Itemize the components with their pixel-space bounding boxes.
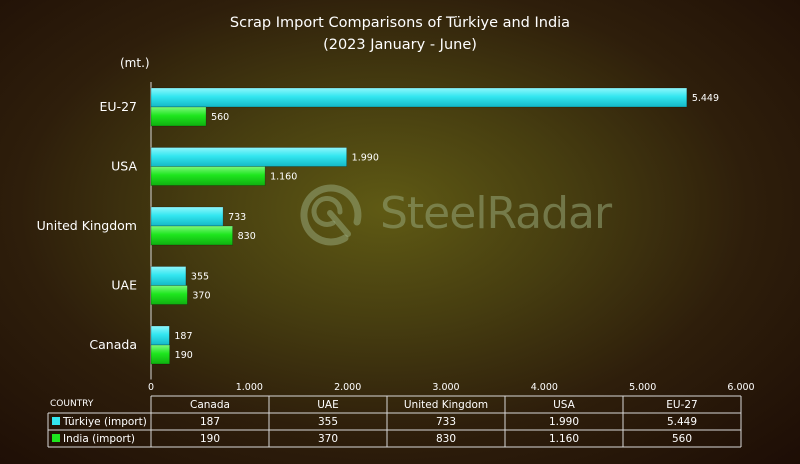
x-tick-label: 3.000 [432, 382, 459, 393]
value-label-india-import-usa: 1.160 [270, 172, 297, 183]
category-label-canada: Canada [89, 337, 137, 352]
table-header-usa: USA [553, 399, 576, 411]
value-label-t-rkiye-import-usa: 1.990 [352, 153, 379, 164]
bar-india-import-united-kingdom [150, 225, 233, 246]
chart-title-line2: (2023 January - June) [323, 37, 477, 53]
table-cell-india-import-uae: 370 [318, 433, 338, 445]
table-header-united-kingdom: United Kingdom [404, 399, 488, 411]
table-cell-t-rkiye-import-canada: 187 [200, 416, 220, 428]
x-tick-label: 6.000 [727, 382, 754, 393]
bar-t-rkiye-import-uae [150, 266, 187, 286]
legend-swatch-t-rkiye-import [52, 417, 60, 425]
category-label-eu-27: EU-27 [100, 99, 137, 114]
value-label-t-rkiye-import-united-kingdom: 733 [228, 212, 246, 223]
category-label-uae: UAE [111, 278, 137, 293]
table-cell-india-import-canada: 190 [200, 433, 220, 445]
steelradar-watermark: SteelRadar [300, 184, 614, 246]
table-header-uae: UAE [317, 399, 339, 411]
bar-india-import-eu-27 [150, 106, 207, 127]
bars-layer: 5.449 560 1.990 1.160 733 830 355 370 187 190 [150, 82, 719, 380]
x-tick-label: 5.000 [629, 382, 656, 393]
bar-t-rkiye-import-united-kingdom [150, 206, 224, 227]
value-label-t-rkiye-import-eu-27: 5.449 [692, 93, 719, 104]
value-label-t-rkiye-import-canada: 187 [174, 331, 192, 342]
table-header-eu-27: EU-27 [666, 399, 697, 411]
value-label-india-import-uae: 370 [192, 291, 210, 302]
table-cell-t-rkiye-import-usa: 1.990 [549, 416, 579, 428]
category-label-usa: USA [111, 159, 137, 174]
unit-label: (mt.) [120, 56, 150, 70]
chart-title-line1: Scrap Import Comparisons of Türkiye and … [230, 15, 570, 31]
value-label-india-import-eu-27: 560 [211, 112, 229, 123]
value-label-india-import-united-kingdom: 830 [238, 231, 256, 242]
bar-india-import-canada [150, 344, 170, 365]
value-label-india-import-canada: 190 [175, 350, 193, 361]
x-tick-label: 1.000 [236, 382, 263, 393]
x-tick-label: 0 [148, 382, 154, 393]
bar-t-rkiye-import-canada [150, 325, 170, 346]
steelradar-logo-icon [300, 184, 362, 246]
table-cell-t-rkiye-import-eu-27: 5.449 [667, 416, 697, 428]
bar-india-import-usa [150, 166, 266, 186]
category-label-united-kingdom: United Kingdom [37, 218, 137, 233]
bar-t-rkiye-import-eu-27 [150, 87, 688, 108]
table-cell-t-rkiye-import-united-kingdom: 733 [436, 416, 456, 428]
x-tick-label: 2.000 [334, 382, 361, 393]
table-cell-india-import-united-kingdom: 830 [436, 433, 456, 445]
watermark-text: SteelRadar [380, 188, 613, 239]
table-cell-india-import-usa: 1.160 [549, 433, 579, 445]
legend-label-t-rkiye-import: Türkiye (import) [62, 416, 147, 428]
data-table: COUNTRY Canada UAE United Kingdom USA EU-27 T… [47, 395, 742, 448]
table-header-label: COUNTRY [50, 399, 94, 409]
legend-swatch-india-import [52, 434, 60, 442]
x-tick-label: 4.000 [531, 382, 558, 393]
table-cell-india-import-eu-27: 560 [672, 433, 692, 445]
bar-t-rkiye-import-usa [150, 147, 347, 167]
legend-label-india-import: India (import) [63, 433, 135, 445]
table-cell-t-rkiye-import-uae: 355 [318, 416, 338, 428]
x-axis-ticks: 0 1.000 2.000 3.000 4.000 5.000 6.000 [148, 382, 755, 393]
bar-india-import-uae [150, 285, 188, 305]
table-header-canada: Canada [190, 399, 230, 411]
category-labels: EU-27 USA United Kingdom UAE Canada [37, 99, 138, 352]
value-label-t-rkiye-import-uae: 355 [191, 272, 209, 283]
